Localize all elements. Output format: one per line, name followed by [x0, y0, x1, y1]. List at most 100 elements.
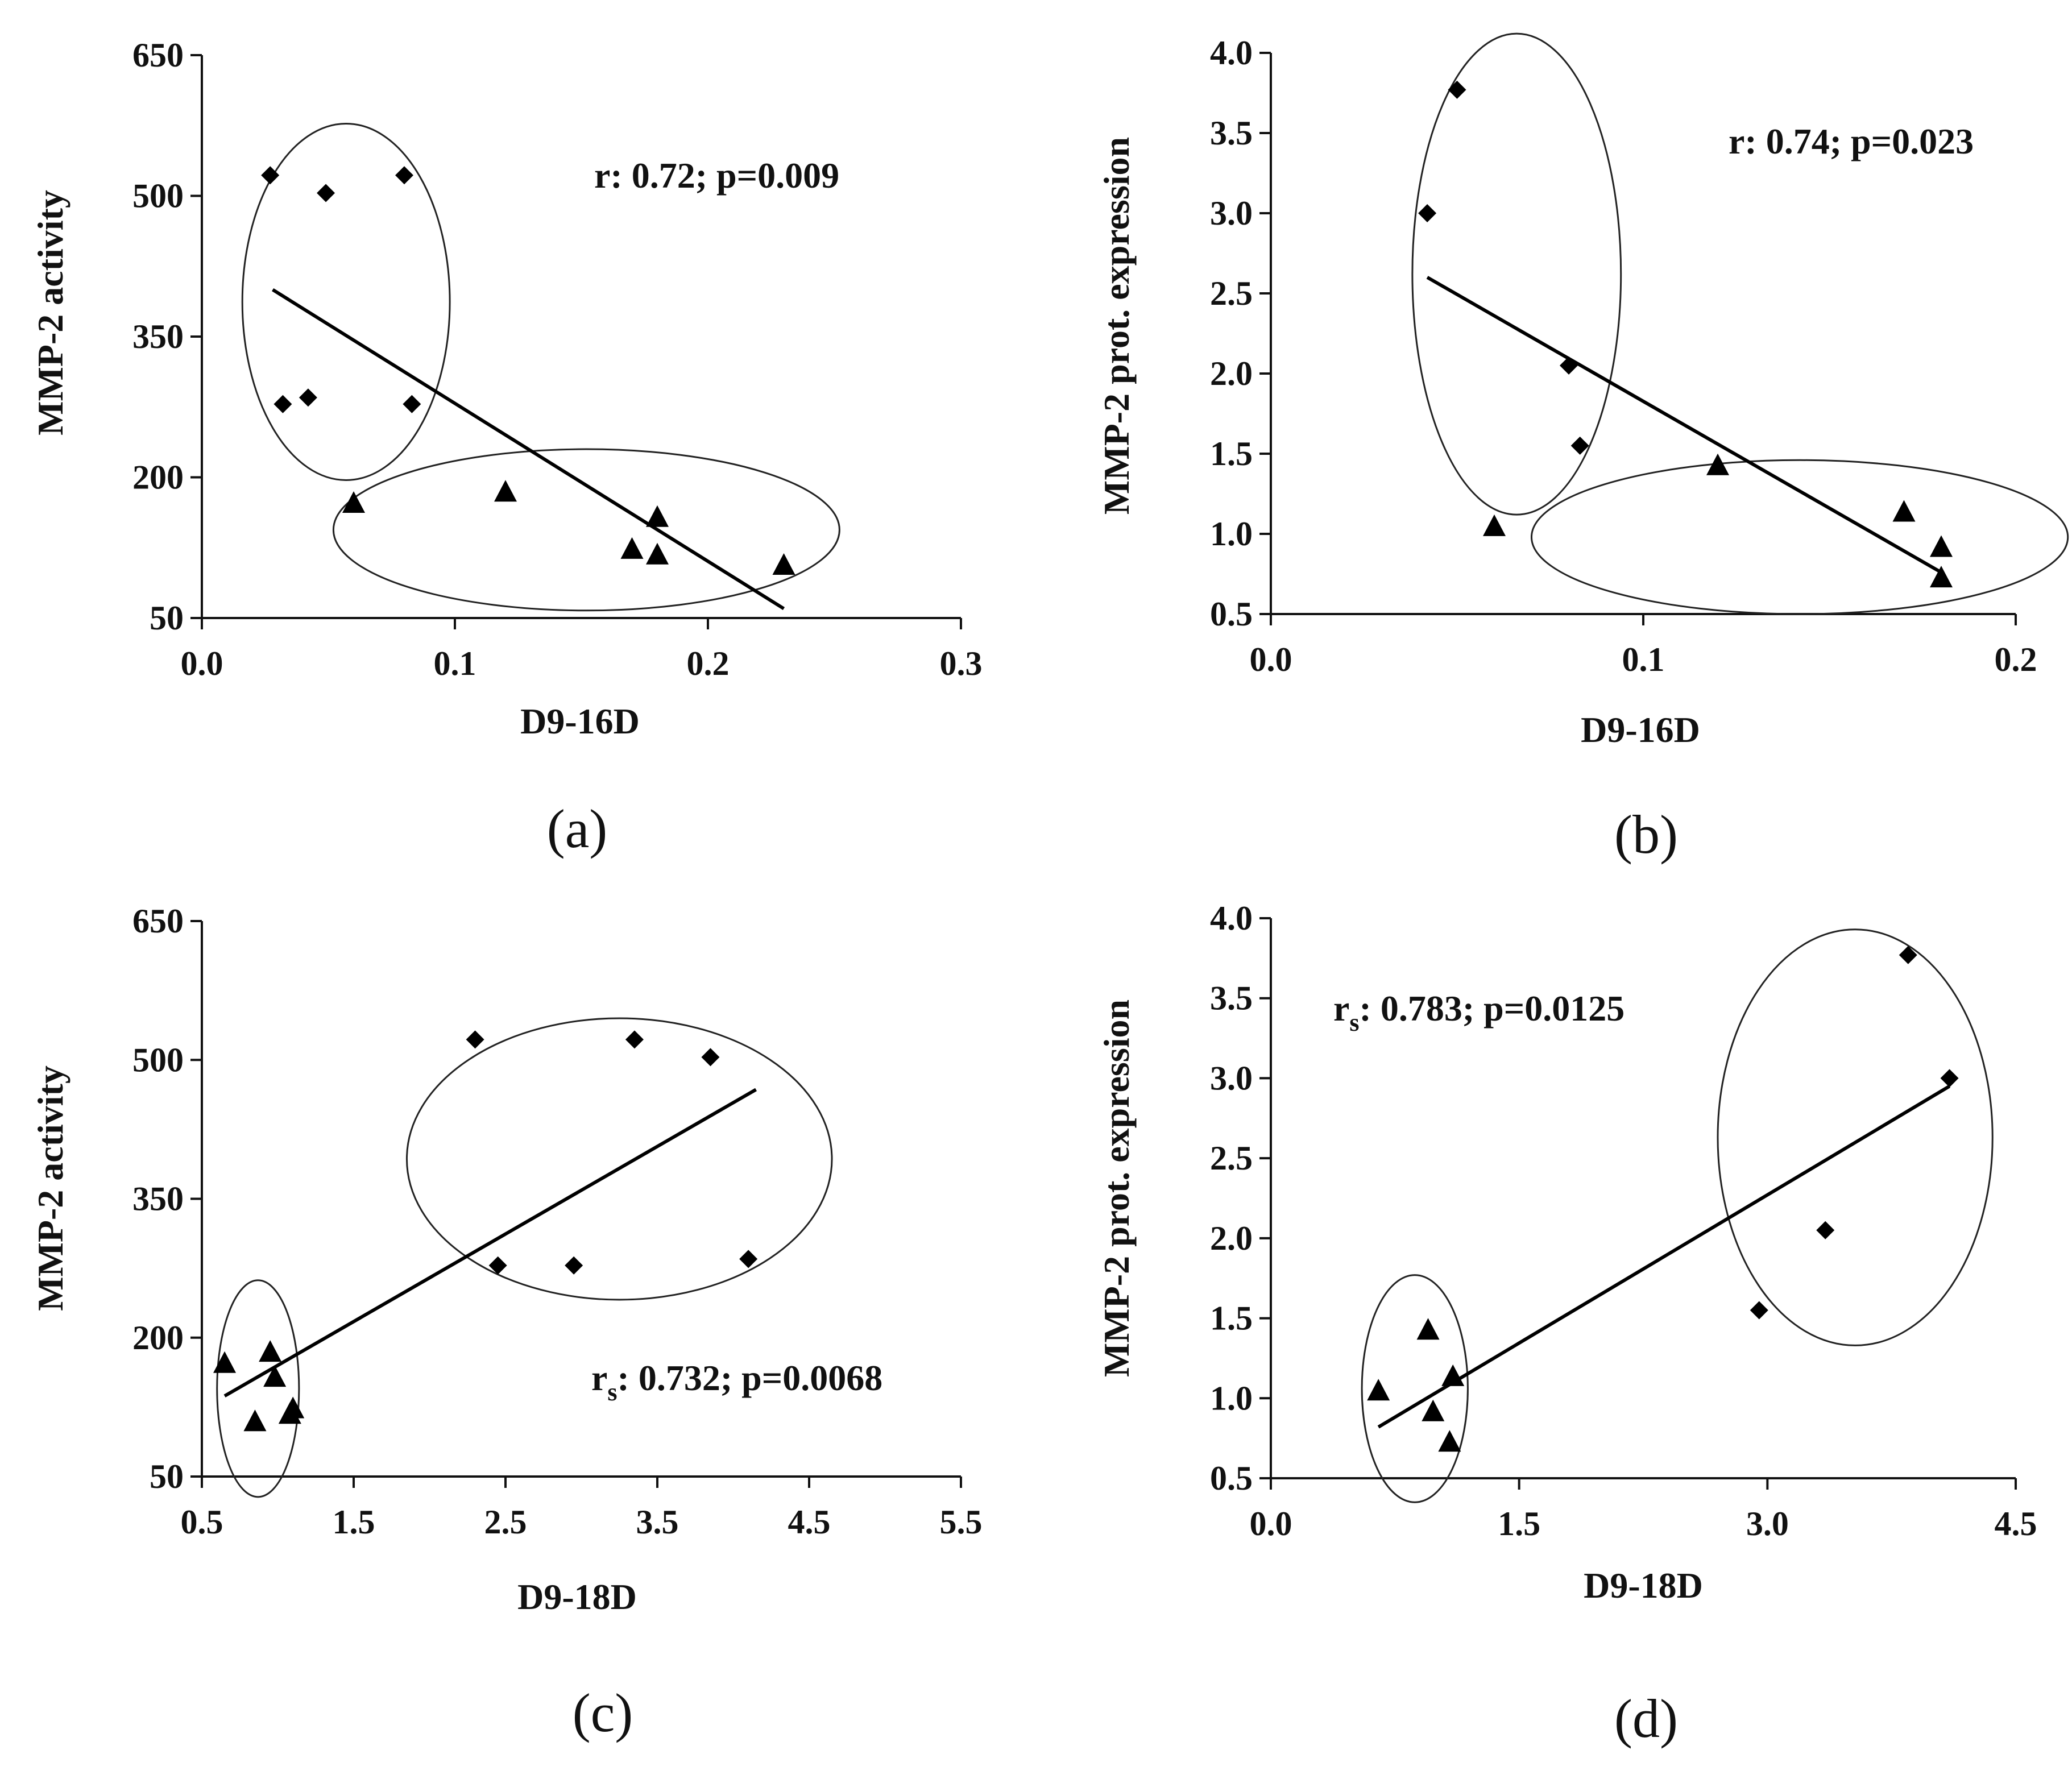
- panel-label: (c): [573, 1682, 633, 1743]
- annotation-prefix: r: [1729, 121, 1744, 161]
- data-point-triangle: [1441, 1364, 1465, 1386]
- data-point-diamond: [1899, 946, 1917, 964]
- x-tick-label: 4.5: [1995, 1505, 2037, 1542]
- y-tick-label: 50: [150, 1458, 184, 1495]
- x-axis-label: D9-18D: [517, 1577, 637, 1617]
- data-point-diamond: [701, 1048, 720, 1067]
- data-point-diamond: [1570, 436, 1589, 455]
- x-tick-label: 0.3: [940, 645, 983, 682]
- annotation-text: : 0.74; p=0.023: [1744, 121, 1974, 161]
- group-ellipse: [1361, 1274, 1469, 1503]
- x-tick-label: 0.5: [181, 1503, 223, 1541]
- annotation-prefix: r: [594, 155, 610, 196]
- annotation-prefix: r: [591, 1358, 607, 1398]
- data-point-triangle: [263, 1365, 287, 1387]
- panel-d: 0.5 1.0 1.5 2.0 2.5 3.0 3.5 4.0 0.0 1.5 3.0 4.5 D9-1…: [1096, 899, 2037, 1749]
- data-point-diamond: [1816, 1221, 1835, 1239]
- y-tick-label: 2.0: [1210, 1220, 1253, 1257]
- annotation-prefix: r: [1333, 988, 1349, 1029]
- regression-line: [272, 288, 785, 611]
- data-point-diamond: [1560, 356, 1578, 375]
- y-tick-label: 500: [132, 1041, 184, 1079]
- data-point-triangle: [1483, 514, 1506, 536]
- panel-label: (d): [1614, 1688, 1678, 1749]
- correlation-annotation: r: 0.74; p=0.023: [1729, 121, 1974, 161]
- x-tick-label: 2.5: [484, 1503, 527, 1541]
- data-point-diamond: [317, 184, 335, 202]
- annotation-text: : 0.732; p=0.0068: [618, 1358, 883, 1398]
- annotation-text: : 0.72; p=0.009: [610, 155, 839, 196]
- y-tick-label: 350: [132, 318, 184, 355]
- data-point-diamond: [1750, 1301, 1768, 1320]
- data-point-triangle: [646, 542, 669, 565]
- regression-line: [1426, 276, 1942, 574]
- x-axis-label: D9-18D: [1584, 1565, 1703, 1606]
- annotation-subscript: s: [1349, 1009, 1359, 1036]
- y-tick-label: 4.0: [1210, 899, 1253, 937]
- y-tick-label: 3.5: [1210, 114, 1253, 152]
- correlation-annotation: rs: 0.732; p=0.0068: [591, 1358, 882, 1406]
- x-axis-label: D9-16D: [1581, 710, 1700, 750]
- x-tick-label: 3.0: [1746, 1505, 1789, 1542]
- y-tick-label: 200: [132, 459, 184, 496]
- y-axis-label: MMP-2 activity: [30, 1065, 71, 1311]
- data-point-diamond: [1940, 1069, 1959, 1088]
- data-point-diamond: [625, 1030, 644, 1049]
- data-point-triangle: [1892, 500, 1916, 522]
- y-tick-label: 2.5: [1210, 1139, 1253, 1177]
- x-tick-label: 0.0: [1250, 641, 1292, 678]
- data-point-triangle: [1930, 535, 1953, 557]
- group-ellipse: [1411, 32, 1622, 516]
- data-point-triangle: [243, 1409, 267, 1432]
- y-tick-label: 1.0: [1210, 515, 1253, 553]
- group-ellipse: [241, 122, 451, 481]
- annotation-subscript: s: [607, 1378, 617, 1406]
- data-point-diamond: [739, 1250, 758, 1268]
- x-tick-label: 4.5: [788, 1503, 831, 1541]
- correlation-annotation: rs: 0.783; p=0.0125: [1333, 988, 1625, 1036]
- x-tick-label: 0.1: [1622, 641, 1665, 678]
- y-tick-label: 0.5: [1210, 595, 1253, 633]
- group-ellipse: [405, 1017, 833, 1301]
- y-tick-label: 3.0: [1210, 1059, 1253, 1097]
- x-tick-label: 0.2: [687, 645, 730, 682]
- y-tick-label: 200: [132, 1319, 184, 1357]
- data-point-diamond: [488, 1256, 507, 1275]
- data-point-triangle: [1367, 1379, 1390, 1401]
- correlation-annotation: r: 0.72; p=0.009: [594, 155, 839, 196]
- y-tick-label: 1.0: [1210, 1379, 1253, 1417]
- x-axis-label: D9-16D: [520, 701, 640, 741]
- y-tick-label: 50: [150, 599, 184, 637]
- x-tick-label: 5.5: [940, 1503, 983, 1541]
- x-tick-label: 1.5: [333, 1503, 375, 1541]
- y-tick-label: 3.0: [1210, 194, 1253, 232]
- data-point-triangle: [772, 553, 795, 575]
- y-tick-label: 0.5: [1210, 1459, 1253, 1497]
- x-tick-label: 0.2: [1995, 641, 2037, 678]
- y-tick-label: 350: [132, 1180, 184, 1218]
- panel-c: 50 200 350 500 650 0.5 1.5 2.5 3.5 4.5 5.5 D9-18D MM…: [30, 902, 983, 1743]
- y-tick-label: 500: [132, 177, 184, 215]
- panel-label: (a): [547, 798, 608, 859]
- data-point-diamond: [299, 388, 317, 407]
- data-point-triangle: [1438, 1430, 1461, 1452]
- data-point-triangle: [1422, 1399, 1445, 1421]
- panel-a: 50 200 350 500 650 0.0 0.1 0.2 0.3 D9-16D MMP-2 ac…: [30, 36, 983, 859]
- data-point-triangle: [281, 1396, 305, 1419]
- y-tick-label: 3.5: [1210, 980, 1253, 1017]
- data-point-triangle: [259, 1340, 282, 1362]
- y-axis-label: MMP-2 prot. expression: [1096, 1000, 1137, 1377]
- data-point-diamond: [261, 166, 280, 185]
- group-ellipse: [1531, 459, 2069, 615]
- data-point-diamond: [565, 1256, 583, 1275]
- x-tick-label: 0.0: [181, 645, 223, 682]
- panel-b: 0.5 1.0 1.5 2.0 2.5 3.0 3.5 4.0 0.0 0.1 0.2 D9-16D M…: [1096, 32, 2069, 865]
- x-tick-label: 1.5: [1498, 1505, 1540, 1542]
- annotation-text: : 0.783; p=0.0125: [1360, 988, 1625, 1029]
- data-point-triangle: [1416, 1318, 1440, 1340]
- y-tick-label: 1.5: [1210, 1300, 1253, 1337]
- data-point-triangle: [1930, 566, 1953, 588]
- regression-line: [223, 1088, 757, 1398]
- data-point-diamond: [273, 395, 292, 413]
- y-tick-label: 650: [132, 902, 184, 940]
